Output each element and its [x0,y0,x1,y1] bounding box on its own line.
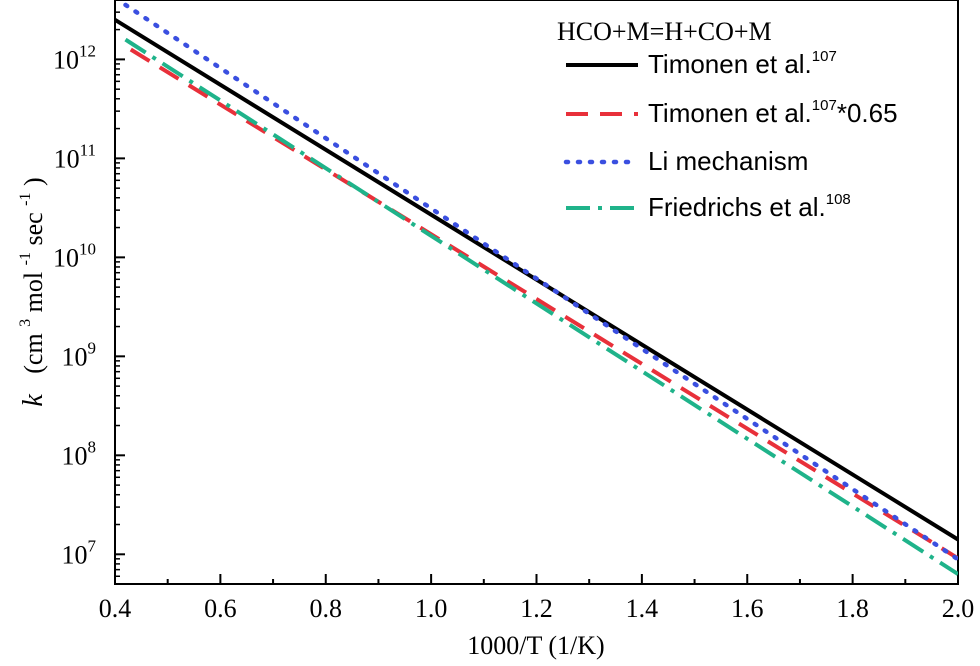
y-tick-label: 107 [62,536,97,569]
x-tick-label: 1.6 [731,594,764,623]
legend-label-3: Li mechanism [648,146,808,176]
series-lines [115,2,958,576]
x-tick-label: 1.2 [520,594,553,623]
y-axis-unit-open: (cm [19,333,48,373]
y-tick-label: 1011 [54,140,96,173]
y-axis-unit-sup2: -1 [17,252,34,265]
x-axis-label: 1000/T (1/K) [467,631,604,660]
x-tick-label: 1.4 [626,594,659,623]
x-tick-label: 0.8 [310,594,343,623]
y-axis-unit-sup3: -1 [17,193,34,206]
y-axis-symbol: k [18,394,49,407]
x-tick-label: 0.4 [99,594,132,623]
y-tick-label: 109 [62,338,97,371]
series-line-3 [123,2,958,562]
legend-label-1: Timonen et al.107 [648,48,837,79]
legend-title: HCO+M=H+CO+M [557,17,772,46]
x-tick-label: 2.0 [942,594,975,623]
legend-label-2: Timonen et al.107*0.65 [648,97,898,128]
series-line-2 [129,47,958,561]
x-tick-label: 1.0 [415,594,448,623]
series-line-4 [124,37,958,576]
x-tick-label: 0.6 [204,594,237,623]
y-axis-unit-sup1: 3 [17,319,34,327]
y-axis-ticks: 107 108 109 1010 1011 1012 [53,11,125,578]
y-tick-label: 108 [62,437,97,470]
y-axis-unit-mid2: sec [19,212,48,245]
x-tick-label: 1.8 [836,594,869,623]
y-tick-label: 1012 [53,41,96,74]
y-tick-label: 1010 [53,239,96,272]
y-axis-label: k (cm 3 mol -1 sec -1 ) [7,177,49,406]
x-axis-ticks: 0.4 0.6 0.8 1.0 1.2 1.4 1.6 1.8 2.0 [99,574,975,623]
plot-frame [114,0,959,585]
legend-label-4: Friedrichs et al.108 [648,191,851,222]
y-axis-unit-mid1: mol [19,272,48,312]
legend: HCO+M=H+CO+M Timonen et al.107 Timonen et… [557,17,898,222]
y-axis-unit-close: ) [19,177,48,186]
